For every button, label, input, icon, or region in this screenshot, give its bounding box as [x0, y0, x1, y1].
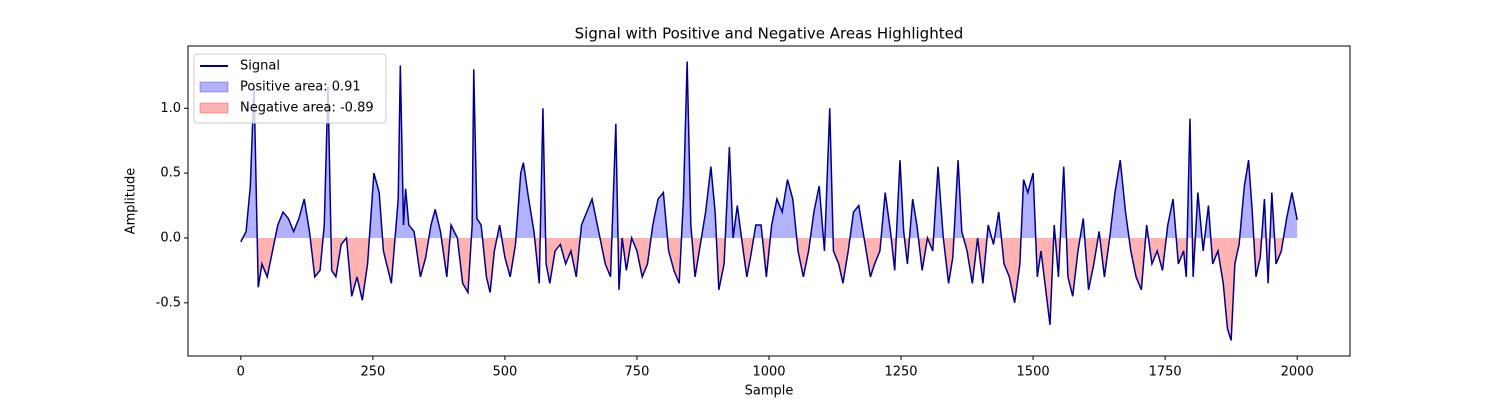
y-axis-label: Amplitude — [124, 168, 139, 235]
x-tick-label: 500 — [492, 365, 517, 380]
legend-label: Signal — [240, 59, 280, 74]
y-tick-label: 0.5 — [160, 166, 181, 181]
chart-title: Signal with Positive and Negative Areas … — [575, 25, 964, 43]
y-tick-label: 0.0 — [160, 230, 181, 245]
x-tick-label: 1250 — [884, 365, 917, 380]
legend: Signal Positive area: 0.91 Negative area: … — [193, 53, 387, 124]
legend-box — [193, 53, 387, 124]
legend-swatch — [199, 81, 229, 93]
legend-swatch — [199, 102, 229, 114]
signal-line — [240, 61, 1298, 341]
x-tick-label: 250 — [360, 365, 385, 380]
x-tick-label: 1750 — [1149, 365, 1182, 380]
legend-label: Positive area: 0.91 — [240, 80, 361, 95]
plot-frame — [187, 45, 1351, 357]
x-tick-label: 2000 — [1281, 365, 1314, 380]
x-tick-label: 1000 — [752, 365, 785, 380]
x-tick-label: 750 — [625, 365, 650, 380]
x-tick-label: 1500 — [1017, 365, 1050, 380]
y-tick-label: 1.0 — [160, 101, 181, 116]
x-tick-label: 0 — [237, 365, 245, 380]
negative-area — [240, 237, 1284, 341]
legend-label: Negative area: -0.89 — [240, 101, 374, 116]
x-axis-label: Sample — [745, 384, 794, 399]
y-tick-label: -0.5 — [156, 295, 181, 310]
